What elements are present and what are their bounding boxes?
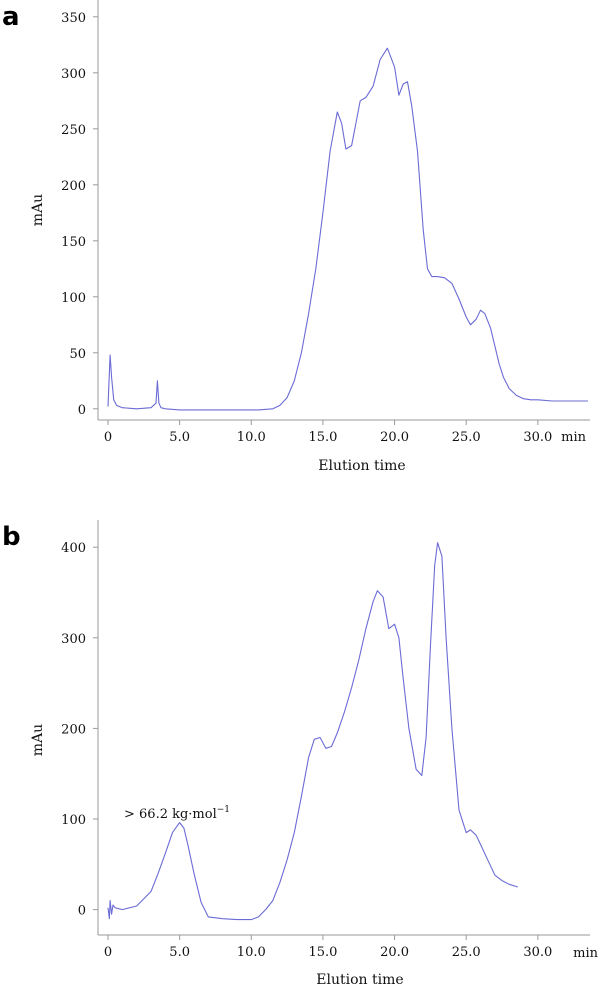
- y-axis-title-a: mAu: [30, 194, 46, 226]
- y-tick-label: 0: [78, 403, 86, 418]
- x-tick-label: 5.0: [169, 945, 190, 960]
- peak-annotation: > 66.2 kg·mol−1: [124, 805, 230, 822]
- x-tick-label: 0: [104, 945, 112, 960]
- ticks-b: 0 5.0 10.0 15.0 20.0 25.0 30.0 0 100 200 300 400: [61, 541, 552, 960]
- x-tick-label: 5.0: [169, 430, 190, 445]
- x-axis-title-a: Elution time: [318, 458, 405, 474]
- x-tick-label: 30.0: [523, 945, 552, 960]
- x-tick-label: 25.0: [452, 945, 481, 960]
- x-tick-label: 25.0: [452, 430, 481, 445]
- series-line-a: [107, 47, 588, 411]
- series-line-b: [107, 542, 518, 921]
- x-unit-label-b: min: [573, 946, 598, 961]
- y-tick-label: 0: [78, 904, 86, 919]
- x-tick-label: 10.0: [237, 945, 266, 960]
- ticks-a: 0 5.0 10.0 15.0 20.0 25.0 30.0 0 50 100 150 200 250 3…: [61, 11, 552, 445]
- chart-panel-a: a 0 5.0 10.0 15.0 20.0 25.0 30.0 0 50 100 150 200 25…: [2, 0, 590, 474]
- panel-label-b: b: [2, 522, 21, 552]
- x-tick-label: 15.0: [308, 430, 337, 445]
- x-tick-label: 30.0: [523, 430, 552, 445]
- y-axis-title-b: mAu: [30, 724, 46, 756]
- y-tick-label: 150: [61, 235, 86, 250]
- x-tick-label: 10.0: [237, 430, 266, 445]
- x-axis-title-b: Elution time: [316, 972, 403, 988]
- panel-label-a: a: [2, 2, 20, 32]
- y-tick-label: 250: [61, 123, 86, 138]
- y-tick-label: 50: [69, 347, 86, 362]
- x-unit-label-a: min: [561, 430, 586, 445]
- chart-panel-b: b 0 5.0 10.0 15.0 20.0 25.0 30.00100200300400 …: [2, 520, 599, 988]
- x-tick-label: 15.0: [308, 945, 337, 960]
- peak-annotation-superscript: −1: [217, 805, 230, 815]
- y-tick-label: 350: [61, 11, 86, 26]
- x-tick-label: 20.0: [380, 945, 409, 960]
- y-tick-label: 200: [61, 722, 86, 737]
- y-tick-label: 200: [61, 179, 86, 194]
- x-tick-label: 20.0: [380, 430, 409, 445]
- x-tick-label: 0: [104, 430, 112, 445]
- peak-annotation-text: > 66.2 kg·mol: [124, 807, 217, 822]
- y-tick-label: 300: [61, 632, 86, 647]
- y-tick-label: 100: [61, 813, 86, 828]
- y-tick-label: 400: [61, 541, 86, 556]
- y-tick-label: 300: [61, 67, 86, 82]
- y-tick-label: 100: [61, 291, 86, 306]
